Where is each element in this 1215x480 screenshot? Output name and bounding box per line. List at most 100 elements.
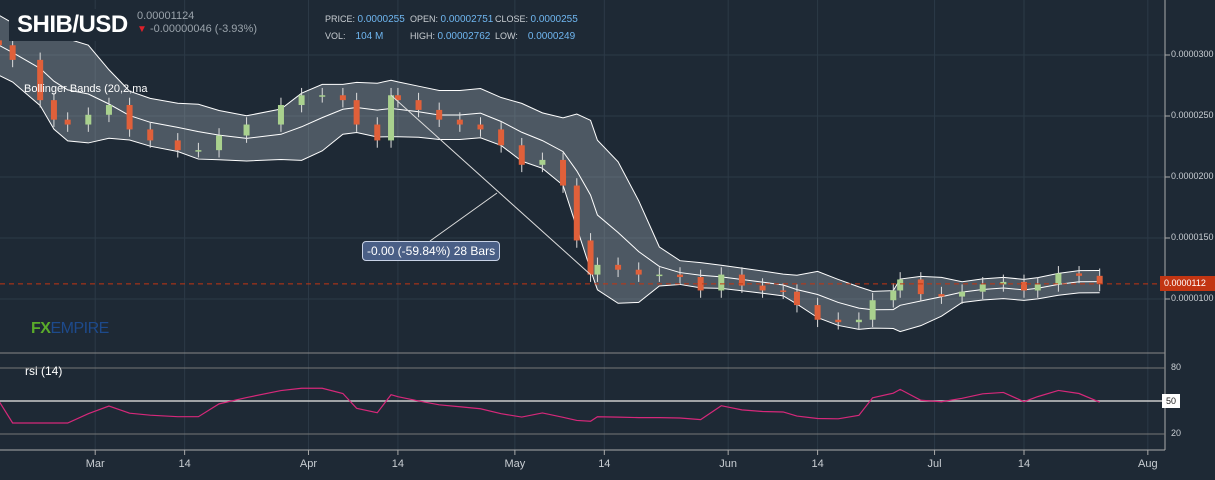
- candle: [319, 95, 326, 97]
- last-price: 0.00001124: [137, 10, 195, 22]
- bollinger-label[interactable]: Bollinger Bands (20,2,ma: [24, 83, 148, 95]
- date-axis-label: 14: [598, 458, 611, 470]
- price-axis-label: 0.0000300: [1171, 49, 1214, 59]
- candle: [835, 319, 842, 323]
- candle: [394, 95, 401, 101]
- measure-line: [390, 94, 591, 275]
- candle: [147, 129, 154, 141]
- candle: [415, 100, 422, 110]
- candle: [560, 159, 567, 186]
- rsi-axis-label: 20: [1171, 428, 1182, 438]
- candle: [718, 274, 725, 291]
- date-axis-label: Mar: [85, 458, 105, 470]
- date-axis-label: May: [504, 458, 526, 470]
- candle: [388, 95, 395, 141]
- candle: [759, 285, 766, 291]
- candle: [477, 124, 484, 130]
- candle: [298, 95, 305, 106]
- ohlc-open: OPEN: 0.00002751: [410, 14, 494, 25]
- candle: [793, 291, 800, 306]
- measure-label[interactable]: -0.00 (-59.84%) 28 Bars: [362, 241, 501, 261]
- candle: [869, 300, 876, 320]
- price-change: ▼ -0.00000046 (-3.93%): [137, 23, 257, 35]
- price-axis-label: 0.0000100: [1171, 293, 1214, 303]
- candle: [436, 109, 443, 120]
- candle: [917, 279, 924, 295]
- candle: [1096, 275, 1103, 284]
- candle: [656, 274, 663, 277]
- candle: [587, 240, 594, 275]
- candle: [615, 264, 622, 270]
- fxempire-logo: FXEMPIRE: [31, 320, 109, 337]
- candle: [1000, 281, 1007, 285]
- candle: [1034, 284, 1041, 291]
- candle: [126, 105, 133, 130]
- ohlc-high: HIGH: 0.00002762: [410, 31, 491, 42]
- rsi-level-tag: 50: [1162, 394, 1180, 408]
- price-change-value: -0.00000046 (-3.93%): [149, 23, 257, 35]
- candle: [456, 119, 463, 125]
- candle: [85, 114, 92, 125]
- candle: [0, 40, 2, 46]
- bollinger-up-line: [0, 15, 1100, 292]
- candle: [780, 290, 787, 292]
- date-axis-label: Jun: [719, 458, 738, 470]
- current-price-tag: 0.0000112: [1160, 276, 1215, 291]
- candle: [594, 264, 601, 275]
- date-axis-label: Apr: [299, 458, 318, 470]
- candle: [959, 291, 966, 297]
- price-axis-label: 0.0000150: [1171, 232, 1214, 242]
- rsi-label[interactable]: rsi (14): [25, 364, 63, 378]
- candle: [518, 145, 525, 165]
- candle: [855, 319, 862, 323]
- candle: [1021, 281, 1027, 291]
- symbol-title: SHIB/USD: [17, 11, 128, 38]
- bollinger-low-line: [0, 75, 1100, 333]
- date-axis-label: 14: [1017, 458, 1031, 470]
- measure-connector: [429, 192, 498, 242]
- rsi-line: [0, 387, 1100, 424]
- candle: [1076, 273, 1083, 276]
- down-arrow-icon: ▼: [137, 24, 147, 35]
- candle: [195, 150, 202, 152]
- candle: [897, 279, 904, 291]
- candle: [216, 135, 223, 151]
- date-axis-label: Jul: [927, 458, 942, 470]
- candle: [277, 105, 284, 125]
- candle: [64, 119, 71, 125]
- ohlc-vol: VOL: 104 M: [325, 31, 384, 42]
- ohlc-close: CLOSE: 0.0000255: [495, 14, 578, 25]
- ohlc-low: LOW: 0.0000249: [495, 31, 576, 42]
- candle: [37, 59, 44, 101]
- candle: [1055, 273, 1062, 285]
- candle: [697, 277, 704, 291]
- candle: [9, 45, 16, 60]
- bollinger-mid-line: [0, 45, 1100, 311]
- candle: [50, 100, 57, 120]
- bollinger-fill: [0, 15, 1100, 332]
- candle: [979, 284, 986, 292]
- candle: [677, 274, 683, 278]
- candle: [374, 124, 381, 141]
- candle: [890, 290, 897, 301]
- candle: [105, 105, 112, 115]
- candle: [498, 129, 505, 146]
- candle: [539, 159, 546, 165]
- rsi-axis-label: 80: [1171, 362, 1182, 372]
- candle: [738, 274, 745, 286]
- candle: [243, 124, 250, 136]
- candle: [635, 269, 642, 275]
- date-axis-label: 14: [391, 458, 405, 470]
- candle: [814, 305, 821, 320]
- ohlc-price: PRICE: 0.0000255: [325, 14, 405, 25]
- date-axis-label: 14: [811, 458, 824, 470]
- price-axis-label: 0.0000250: [1171, 110, 1214, 120]
- candle: [573, 185, 580, 241]
- candle: [353, 100, 360, 125]
- candle: [339, 95, 346, 101]
- price-axis-label: 0.0000200: [1171, 171, 1214, 181]
- date-axis-label: 14: [178, 458, 191, 470]
- symbol-box: SHIB/USD: [9, 9, 136, 41]
- candle: [938, 294, 945, 297]
